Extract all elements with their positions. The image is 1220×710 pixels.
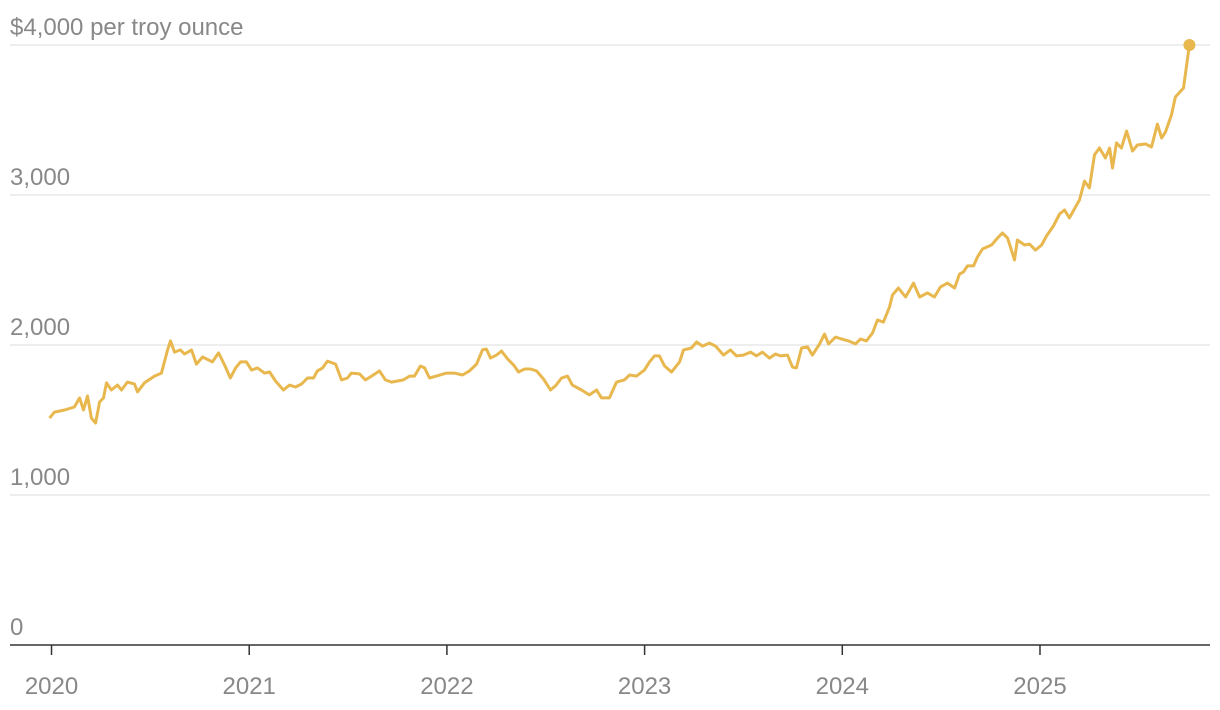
y-tick-label: 1,000 — [10, 464, 70, 491]
y-tick-label: $4,000 per troy ounce — [10, 14, 244, 41]
end-point — [1183, 39, 1196, 51]
x-tick-label: 2023 — [618, 673, 671, 700]
y-tick-label: 0 — [10, 614, 23, 641]
x-tick-label: 2024 — [816, 673, 869, 700]
x-tick-label: 2020 — [25, 673, 78, 700]
y-tick-label: 2,000 — [10, 314, 70, 341]
y-tick-label: 3,000 — [10, 164, 70, 191]
x-tick-label: 2025 — [1013, 673, 1066, 700]
x-tick-label: 2021 — [223, 673, 276, 700]
price-line — [48, 44, 1191, 425]
x-tick-label: 2022 — [420, 673, 473, 700]
